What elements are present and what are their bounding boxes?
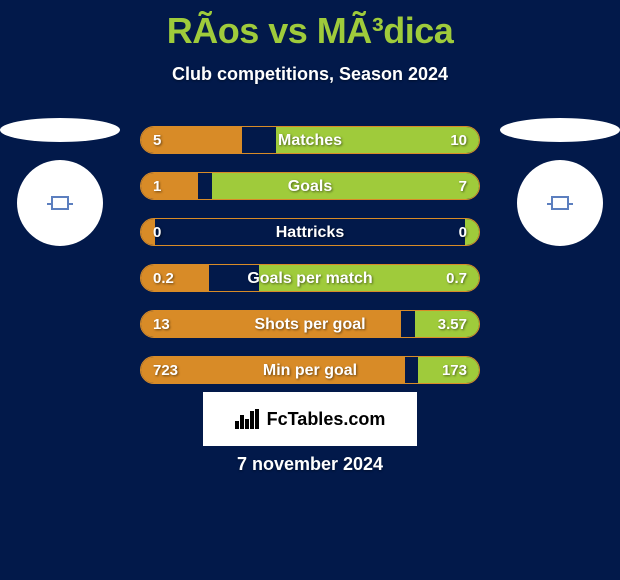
stat-value-left: 13: [153, 311, 170, 337]
team-left: [0, 118, 120, 246]
stat-row: Goals1 7: [140, 172, 480, 200]
club-logo-right: [517, 160, 603, 246]
stat-value-left: 723: [153, 357, 178, 383]
stat-value-right: 3.57: [438, 311, 467, 337]
stat-value-right: 0.7: [446, 265, 467, 291]
stat-value-right: 7: [459, 173, 467, 199]
stat-value-right: 0: [459, 219, 467, 245]
brand-chart-icon: [235, 409, 261, 429]
stat-row: Matches5 10: [140, 126, 480, 154]
stat-value-left: 5: [153, 127, 161, 153]
logo-glyph-icon: [551, 196, 569, 210]
stat-row: Goals per match0.2 0.7: [140, 264, 480, 292]
stat-value-right: 10: [450, 127, 467, 153]
stats-card: RÃ­os vs MÃ³dica Club competitions, Seas…: [0, 0, 620, 580]
stat-label: Matches: [141, 127, 479, 153]
page-subtitle: Club competitions, Season 2024: [0, 64, 620, 85]
stat-value-left: 0: [153, 219, 161, 245]
stat-value-right: 173: [442, 357, 467, 383]
stat-value-left: 0.2: [153, 265, 174, 291]
stat-label: Hattricks: [141, 219, 479, 245]
stat-label: Goals: [141, 173, 479, 199]
flag-placeholder-icon: [0, 118, 120, 142]
stat-label: Shots per goal: [141, 311, 479, 337]
flag-placeholder-icon: [500, 118, 620, 142]
page-title: RÃ­os vs MÃ³dica: [0, 0, 620, 52]
date-text: 7 november 2024: [0, 454, 620, 475]
brand-text: FcTables.com: [267, 409, 386, 430]
logo-glyph-icon: [51, 196, 69, 210]
stat-value-left: 1: [153, 173, 161, 199]
team-right: [500, 118, 620, 246]
stat-bars: Matches5 10 Goals1 7 Hattricks0 0 Goals per ma…: [140, 126, 480, 402]
stat-label: Min per goal: [141, 357, 479, 383]
club-logo-left: [17, 160, 103, 246]
brand-badge: FcTables.com: [203, 392, 417, 446]
stat-row: Hattricks0 0: [140, 218, 480, 246]
stat-row: Shots per goal13 3.57: [140, 310, 480, 338]
stat-row: Min per goal723 173: [140, 356, 480, 384]
stat-label: Goals per match: [141, 265, 479, 291]
stats-arena: Matches5 10 Goals1 7 Hattricks0 0 Goals per ma…: [0, 118, 620, 398]
